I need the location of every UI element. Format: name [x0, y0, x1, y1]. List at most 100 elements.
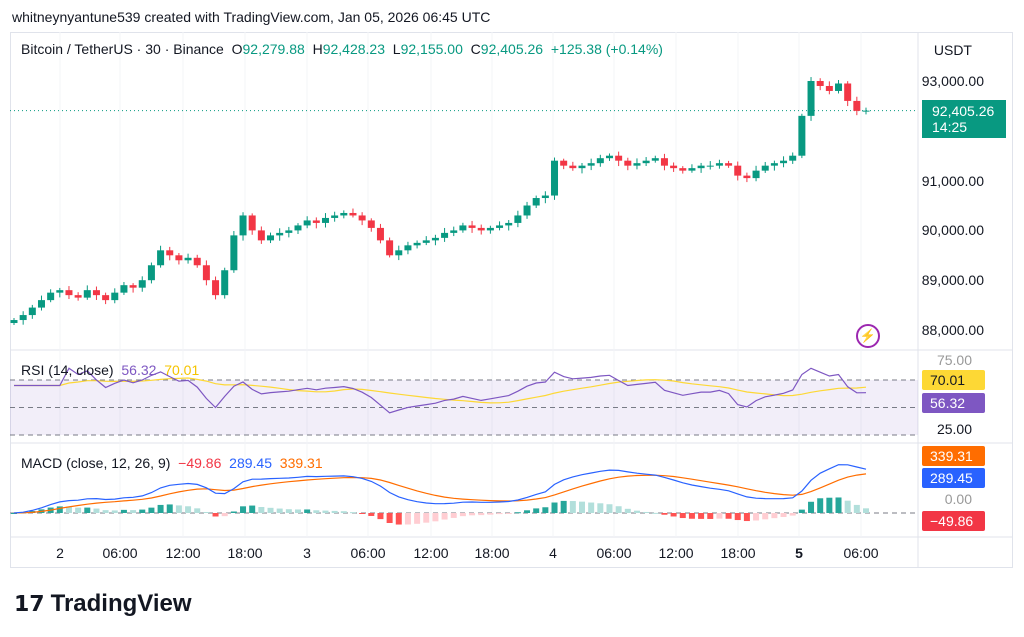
rsi-level: 25.00	[936, 421, 972, 437]
price-tick: 93,000.00	[921, 73, 984, 89]
last-price-tag: 92,405.26 14:25	[922, 100, 1006, 138]
candle-body	[450, 230, 458, 233]
macd-histogram-bar	[615, 506, 622, 513]
macd-histogram-bar	[533, 508, 540, 513]
candle-body	[523, 205, 531, 216]
macd-histogram-bar	[524, 510, 531, 513]
macd-histogram-bar	[166, 504, 173, 513]
macd-signal-value: 339.31	[279, 455, 323, 471]
macd-histogram-bar	[404, 513, 411, 525]
macd-histogram-bar	[789, 513, 796, 516]
macd-histogram-bar	[670, 513, 677, 517]
macd-histogram-bar	[478, 513, 485, 516]
macd-histogram-bar	[111, 510, 118, 513]
time-tick: 06:00	[102, 545, 138, 561]
candle-body	[734, 165, 742, 176]
candle-body	[725, 163, 733, 166]
macd-legend: MACD (close, 12, 26, 9) −49.86 289.45 33…	[21, 455, 323, 471]
rsi-title[interactable]: RSI (14, close)	[21, 362, 114, 378]
macd-histogram-bar	[414, 513, 421, 524]
macd-hist-value: −49.86	[178, 455, 222, 471]
macd-line	[13, 464, 867, 514]
candle-body	[578, 165, 586, 169]
candle-body	[761, 165, 769, 171]
open-label: O	[231, 41, 243, 57]
tradingview-logo: 𝟭𝟳 TradingView	[14, 590, 192, 618]
macd-histogram-bar	[579, 501, 585, 513]
macd-histogram-bar	[624, 508, 631, 513]
time-tick: 06:00	[350, 545, 386, 561]
candle-body	[413, 242, 421, 246]
macd-signal-tag: 339.31	[922, 446, 985, 466]
candle-body	[111, 292, 119, 301]
macd-histogram-bar	[11, 513, 17, 514]
candle-body	[65, 290, 73, 296]
chart-frame	[10, 32, 1013, 568]
symbol-name[interactable]: Bitcoin / TetherUS · 30 · Binance	[21, 41, 224, 57]
candle-body	[431, 237, 439, 241]
candle-body	[752, 170, 760, 179]
rsi-ma-line	[14, 377, 867, 404]
candle-body	[285, 230, 293, 233]
candle-body	[37, 300, 45, 308]
candle-body	[221, 270, 229, 296]
macd-histogram-bar	[441, 513, 448, 520]
macd-histogram-bar	[707, 513, 714, 519]
time-tick: 12:00	[413, 545, 449, 561]
macd-tag: 289.45	[922, 468, 985, 488]
candle-body	[92, 290, 100, 296]
macd-histogram-bar	[349, 512, 356, 514]
macd-histogram-bar	[542, 507, 549, 513]
candle-body	[496, 225, 504, 228]
macd-hist-tag: −49.86	[922, 511, 985, 531]
macd-histogram-bar	[304, 509, 311, 513]
candle-body	[367, 220, 375, 228]
macd-title[interactable]: MACD (close, 12, 26, 9)	[21, 455, 171, 471]
candle-body	[175, 255, 183, 261]
candle-body	[248, 215, 256, 231]
macd-histogram-bar	[450, 513, 457, 518]
macd-histogram-bar	[157, 504, 164, 513]
macd-histogram-bar	[514, 512, 521, 514]
candle-body	[404, 245, 412, 251]
candle-body	[844, 83, 852, 101]
macd-histogram-bar	[175, 505, 182, 513]
price-tick: 90,000.00	[921, 222, 984, 238]
macd-histogram-bar	[130, 510, 137, 513]
candle-body	[560, 160, 568, 166]
candle-body	[596, 158, 604, 164]
chart-credit: whitneynyantune539 created with TradingV…	[12, 9, 491, 25]
macd-histogram-bar	[93, 508, 100, 513]
candle-body	[569, 165, 577, 169]
macd-histogram-bar	[652, 512, 659, 514]
candle-body	[789, 155, 797, 161]
candle-body	[468, 225, 476, 228]
macd-histogram-bar	[643, 511, 650, 513]
high-value: 92,428.23	[322, 41, 386, 57]
candle-body	[633, 163, 641, 166]
time-tick: 06:00	[596, 545, 632, 561]
high-label: H	[312, 41, 323, 57]
candle-body	[47, 292, 55, 301]
macd-histogram-bar	[771, 513, 778, 519]
macd-histogram-bar	[313, 510, 320, 513]
candle-body	[321, 217, 329, 223]
lightning-icon[interactable]: ⚡	[856, 324, 880, 348]
macd-histogram-bar	[56, 506, 63, 513]
candle-body	[422, 240, 430, 243]
candle-body	[129, 285, 137, 288]
macd-histogram-bar	[753, 513, 760, 521]
macd-value: 289.45	[229, 455, 272, 471]
candle-body	[294, 225, 302, 231]
candle-body	[358, 215, 366, 221]
candle-body	[331, 215, 339, 218]
candle-body	[505, 222, 513, 226]
macd-histogram-bar	[459, 513, 466, 517]
price-tick: 91,000.00	[921, 173, 984, 189]
macd-histogram-bar	[505, 513, 512, 514]
macd-histogram-bar	[322, 510, 329, 513]
currency-label[interactable]: USDT	[933, 42, 972, 58]
candle-body	[651, 158, 659, 161]
macd-histogram-bar	[276, 508, 283, 513]
